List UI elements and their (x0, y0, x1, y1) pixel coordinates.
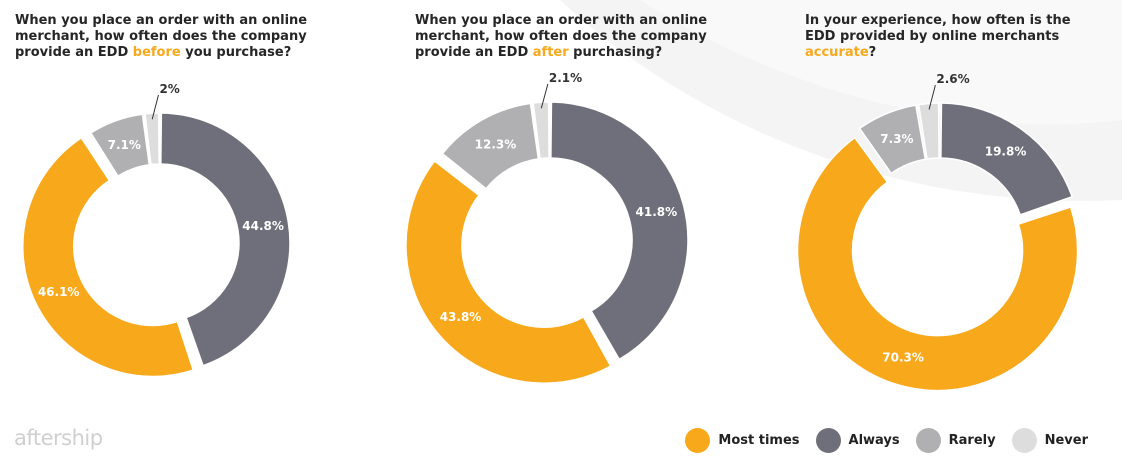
callout-line (540, 83, 549, 109)
callout-line (151, 94, 159, 120)
legend-label: Rarely (948, 432, 996, 448)
chart-title: In your experience, how often is the EDD… (805, 13, 1071, 60)
legend-swatch (685, 427, 711, 453)
donut-chart: 41.8% 43.8% 12.3% 2.1% (405, 71, 689, 384)
slice-always (940, 102, 1074, 216)
slice-label: 7.1% (108, 138, 141, 152)
slice-most-times (796, 136, 1079, 392)
slice-rarely (89, 113, 151, 178)
title-highlight: accurate (805, 45, 869, 60)
chart-panel-after: When you place an order with an online m… (400, 0, 774, 410)
title-highlight: before (132, 45, 181, 60)
legend-item-most-times: Most times (685, 427, 800, 453)
slice-label: 7.3% (880, 132, 913, 146)
title-highlight: after (532, 45, 569, 60)
slice-label: 12.3% (475, 137, 517, 151)
aftership-logo: aftership (14, 426, 103, 450)
slice-label: 2.6% (936, 72, 969, 86)
donut-chart: 44.8% 46.1% 7.1% 2% (22, 82, 291, 378)
chart-panel-accuracy: In your experience, how often is the EDD… (790, 0, 1122, 410)
slice-label: 46.1% (38, 285, 80, 299)
legend-item-rarely: Rarely (915, 427, 996, 453)
slice-label: 41.8% (636, 205, 678, 219)
chart-title: When you place an order with an online m… (415, 13, 708, 60)
chart-title: When you place an order with an online m… (15, 13, 308, 60)
slice-label: 43.8% (440, 310, 482, 324)
slice-label: 19.8% (985, 145, 1027, 159)
legend-label: Never (1044, 432, 1088, 448)
chart-panel-before: When you place an order with an online m… (0, 0, 374, 410)
slice-label: 44.8% (242, 219, 284, 233)
donut-chart: 19.8% 70.3% 7.3% 2.6% (796, 72, 1079, 392)
slice-always (550, 101, 689, 361)
legend-swatch (915, 427, 941, 453)
legend-label: Always (848, 432, 900, 448)
slice-label: 70.3% (882, 351, 924, 365)
legend-item-never: Never (1011, 427, 1088, 453)
legend-item-always: Always (815, 427, 900, 453)
legend: Most times Always Rarely Never (685, 427, 1088, 453)
slice-always (160, 112, 291, 367)
slice-label: 2.1% (549, 71, 582, 85)
slice-never (532, 101, 550, 160)
slice-never (144, 112, 160, 166)
slice-rarely (858, 104, 927, 175)
legend-swatch (815, 427, 841, 453)
legend-swatch (1011, 427, 1037, 453)
slice-never (917, 102, 940, 160)
slice-most-times (22, 136, 195, 378)
slice-label: 2% (159, 82, 179, 96)
callout-line (928, 84, 936, 110)
legend-label: Most times (718, 432, 800, 448)
slice-rarely (441, 102, 540, 190)
slice-most-times (405, 160, 612, 384)
